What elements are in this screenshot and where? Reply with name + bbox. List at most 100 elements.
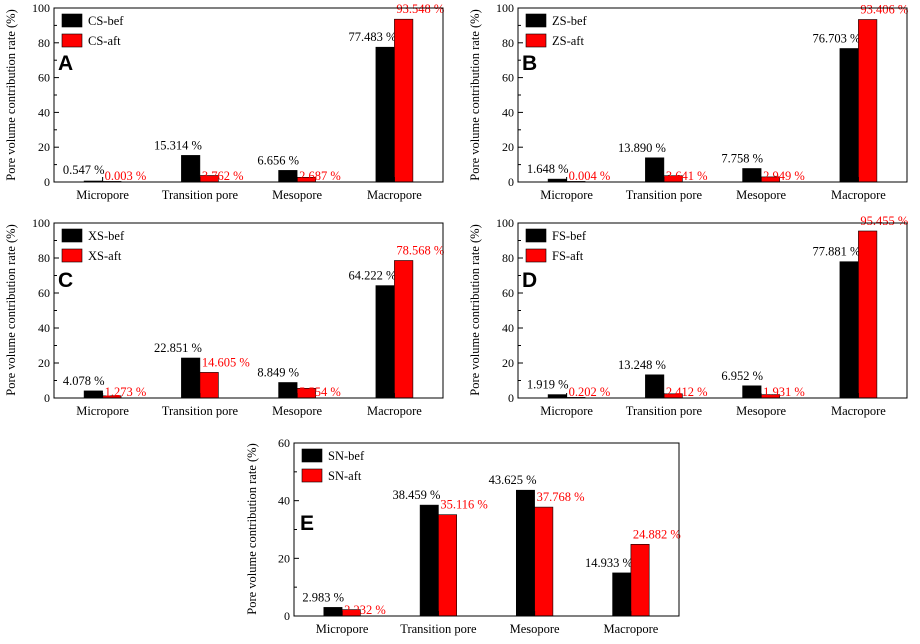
x-tick-label-mesopore: Mesopore: [736, 404, 786, 418]
legend-label-cs-aft: CS-aft: [88, 34, 121, 48]
bar-cs-bef-transition-pore: [181, 155, 201, 183]
y-tick-label-0: 0: [44, 391, 50, 405]
bar-xs-bef-transition-pore: [181, 357, 201, 399]
legend-label-sn-bef: SN-bef: [328, 449, 365, 463]
value-label-xs-aft-macropore: 78.568 %: [396, 244, 444, 258]
y-tick-label-80: 80: [502, 36, 514, 50]
y-axis-label: Pore volume contribution rate (%): [468, 224, 482, 395]
y-tick-label-0: 0: [508, 175, 514, 189]
x-tick-label-mesopore: Mesopore: [272, 188, 322, 202]
bar-sn-bef-mesopore: [515, 489, 535, 617]
legend-swatch-zs-bef: [525, 13, 547, 28]
y-tick-label-40: 40: [278, 494, 290, 508]
legend-swatch-sn-aft: [301, 468, 323, 483]
value-label-cs-bef-macropore: 77.483 %: [348, 30, 396, 44]
legend-label-zs-aft: ZS-aft: [552, 34, 584, 48]
x-tick-label-macropore: Macropore: [831, 404, 886, 418]
y-tick-label-80: 80: [502, 251, 514, 265]
bar-fs-bef-micropore: [547, 394, 567, 399]
x-tick-label-transition-pore: Transition pore: [162, 404, 239, 418]
x-tick-label-transition-pore: Transition pore: [626, 404, 703, 418]
panel-letter-c: C: [58, 269, 73, 292]
bar-xs-bef-mesopore: [278, 382, 298, 399]
value-label-zs-aft-transition-pore: 3.641 %: [666, 169, 708, 183]
bar-sn-aft-mesopore: [534, 506, 554, 617]
panel-a: 0.547 % 0.003 % Micropore 15.314 % 3.762 % Tr…: [4, 1, 444, 202]
bar-zs-bef-transition-pore: [645, 157, 665, 183]
x-tick-label-macropore: Macropore: [603, 622, 658, 636]
y-tick-label-20: 20: [502, 140, 514, 154]
y-tick-label-80: 80: [38, 36, 50, 50]
y-tick-label-60: 60: [38, 71, 50, 85]
value-label-cs-bef-transition-pore: 15.314 %: [154, 138, 202, 152]
panel-c: 4.078 %1.273 % Micropore 22.851 %14.605 % T…: [4, 216, 444, 418]
value-label-xs-bef-mesopore: 8.849 %: [257, 366, 299, 380]
value-label-sn-bef-micropore: 2.983 %: [302, 590, 344, 604]
legend-swatch-cs-aft: [61, 33, 83, 48]
bar-cs-bef-mesopore: [278, 170, 298, 183]
legend-swatch-zs-aft: [525, 33, 547, 48]
value-label-zs-bef-micropore: 1.648 %: [527, 162, 569, 176]
y-tick-label-60: 60: [278, 436, 290, 450]
bar-sn-bef-micropore: [323, 607, 343, 617]
bar-cs-aft-macropore: [394, 18, 414, 183]
legend-swatch-xs-bef: [61, 228, 83, 243]
legend-label-xs-aft: XS-aft: [88, 249, 122, 263]
x-tick-label-micropore: Micropore: [540, 188, 593, 202]
x-tick-label-transition-pore: Transition pore: [162, 188, 239, 202]
x-tick-label-micropore: Micropore: [76, 188, 129, 202]
value-label-cs-aft-transition-pore: 3.762 %: [202, 169, 244, 183]
value-label-cs-bef-micropore: 0.547 %: [63, 163, 105, 177]
x-tick-label-micropore: Micropore: [316, 622, 369, 636]
bar-zs-bef-mesopore: [742, 168, 762, 183]
value-label-cs-aft-micropore: 0.003 %: [105, 169, 147, 183]
panel-letter-e: E: [300, 512, 314, 535]
legend: XS-bef XS-aft: [61, 228, 125, 263]
y-tick-label-20: 20: [502, 356, 514, 370]
legend: FS-bef FS-aft: [525, 228, 587, 263]
bar-fs-bef-macropore: [839, 261, 859, 399]
value-label-fs-aft-transition-pore: 2.412 %: [666, 385, 708, 399]
x-tick-label-macropore: Macropore: [367, 404, 422, 418]
legend-swatch-fs-aft: [525, 248, 547, 263]
y-tick-label-40: 40: [38, 105, 50, 119]
value-label-fs-bef-micropore: 1.919 %: [527, 378, 569, 392]
value-label-sn-bef-mesopore: 43.625 %: [489, 473, 537, 487]
value-label-xs-bef-micropore: 4.078 %: [63, 374, 105, 388]
y-tick-label-100: 100: [32, 216, 50, 230]
y-tick-label-80: 80: [38, 251, 50, 265]
legend-swatch-fs-bef: [525, 228, 547, 243]
value-label-xs-aft-transition-pore: 14.605 %: [202, 355, 250, 369]
y-tick-label-40: 40: [502, 321, 514, 335]
legend-swatch-xs-aft: [61, 248, 83, 263]
value-label-zs-aft-mesopore: 2.949 %: [763, 169, 805, 183]
x-tick-label-mesopore: Mesopore: [510, 622, 560, 636]
x-tick-label-mesopore: Mesopore: [272, 404, 322, 418]
y-tick-label-100: 100: [32, 1, 50, 15]
panel-e: 2.983 %2.232 % Micropore 38.459 %35.116 % T…: [245, 436, 681, 636]
value-label-cs-aft-mesopore: 2.687 %: [299, 169, 341, 183]
y-axis-label: Pore volume contribution rate (%): [4, 224, 18, 395]
y-tick-label-40: 40: [502, 105, 514, 119]
value-label-fs-aft-mesopore: 1.931 %: [763, 385, 805, 399]
bar-fs-bef-mesopore: [742, 385, 762, 399]
bar-sn-aft-transition-pore: [438, 514, 457, 617]
x-tick-label-micropore: Micropore: [76, 404, 129, 418]
value-label-sn-bef-macropore: 14.933 %: [585, 556, 633, 570]
legend-label-xs-bef: XS-bef: [88, 229, 125, 243]
bar-sn-aft-macropore: [630, 543, 650, 617]
y-axis-label: Pore volume contribution rate (%): [468, 9, 482, 180]
x-tick-label-macropore: Macropore: [831, 188, 886, 202]
legend-label-fs-bef: FS-bef: [552, 229, 587, 243]
legend: CS-bef CS-aft: [61, 13, 124, 48]
value-label-xs-aft-micropore: 1.273 %: [105, 385, 147, 399]
y-tick-label-20: 20: [38, 356, 50, 370]
panel-letter-d: D: [522, 269, 537, 292]
x-tick-label-micropore: Micropore: [540, 404, 593, 418]
legend-label-zs-bef: ZS-bef: [552, 14, 588, 28]
bar-xs-aft-transition-pore: [199, 372, 219, 399]
value-label-xs-bef-macropore: 64.222 %: [348, 269, 396, 283]
bar-xs-bef-macropore: [375, 285, 395, 399]
value-label-fs-bef-transition-pore: 13.248 %: [618, 358, 666, 372]
